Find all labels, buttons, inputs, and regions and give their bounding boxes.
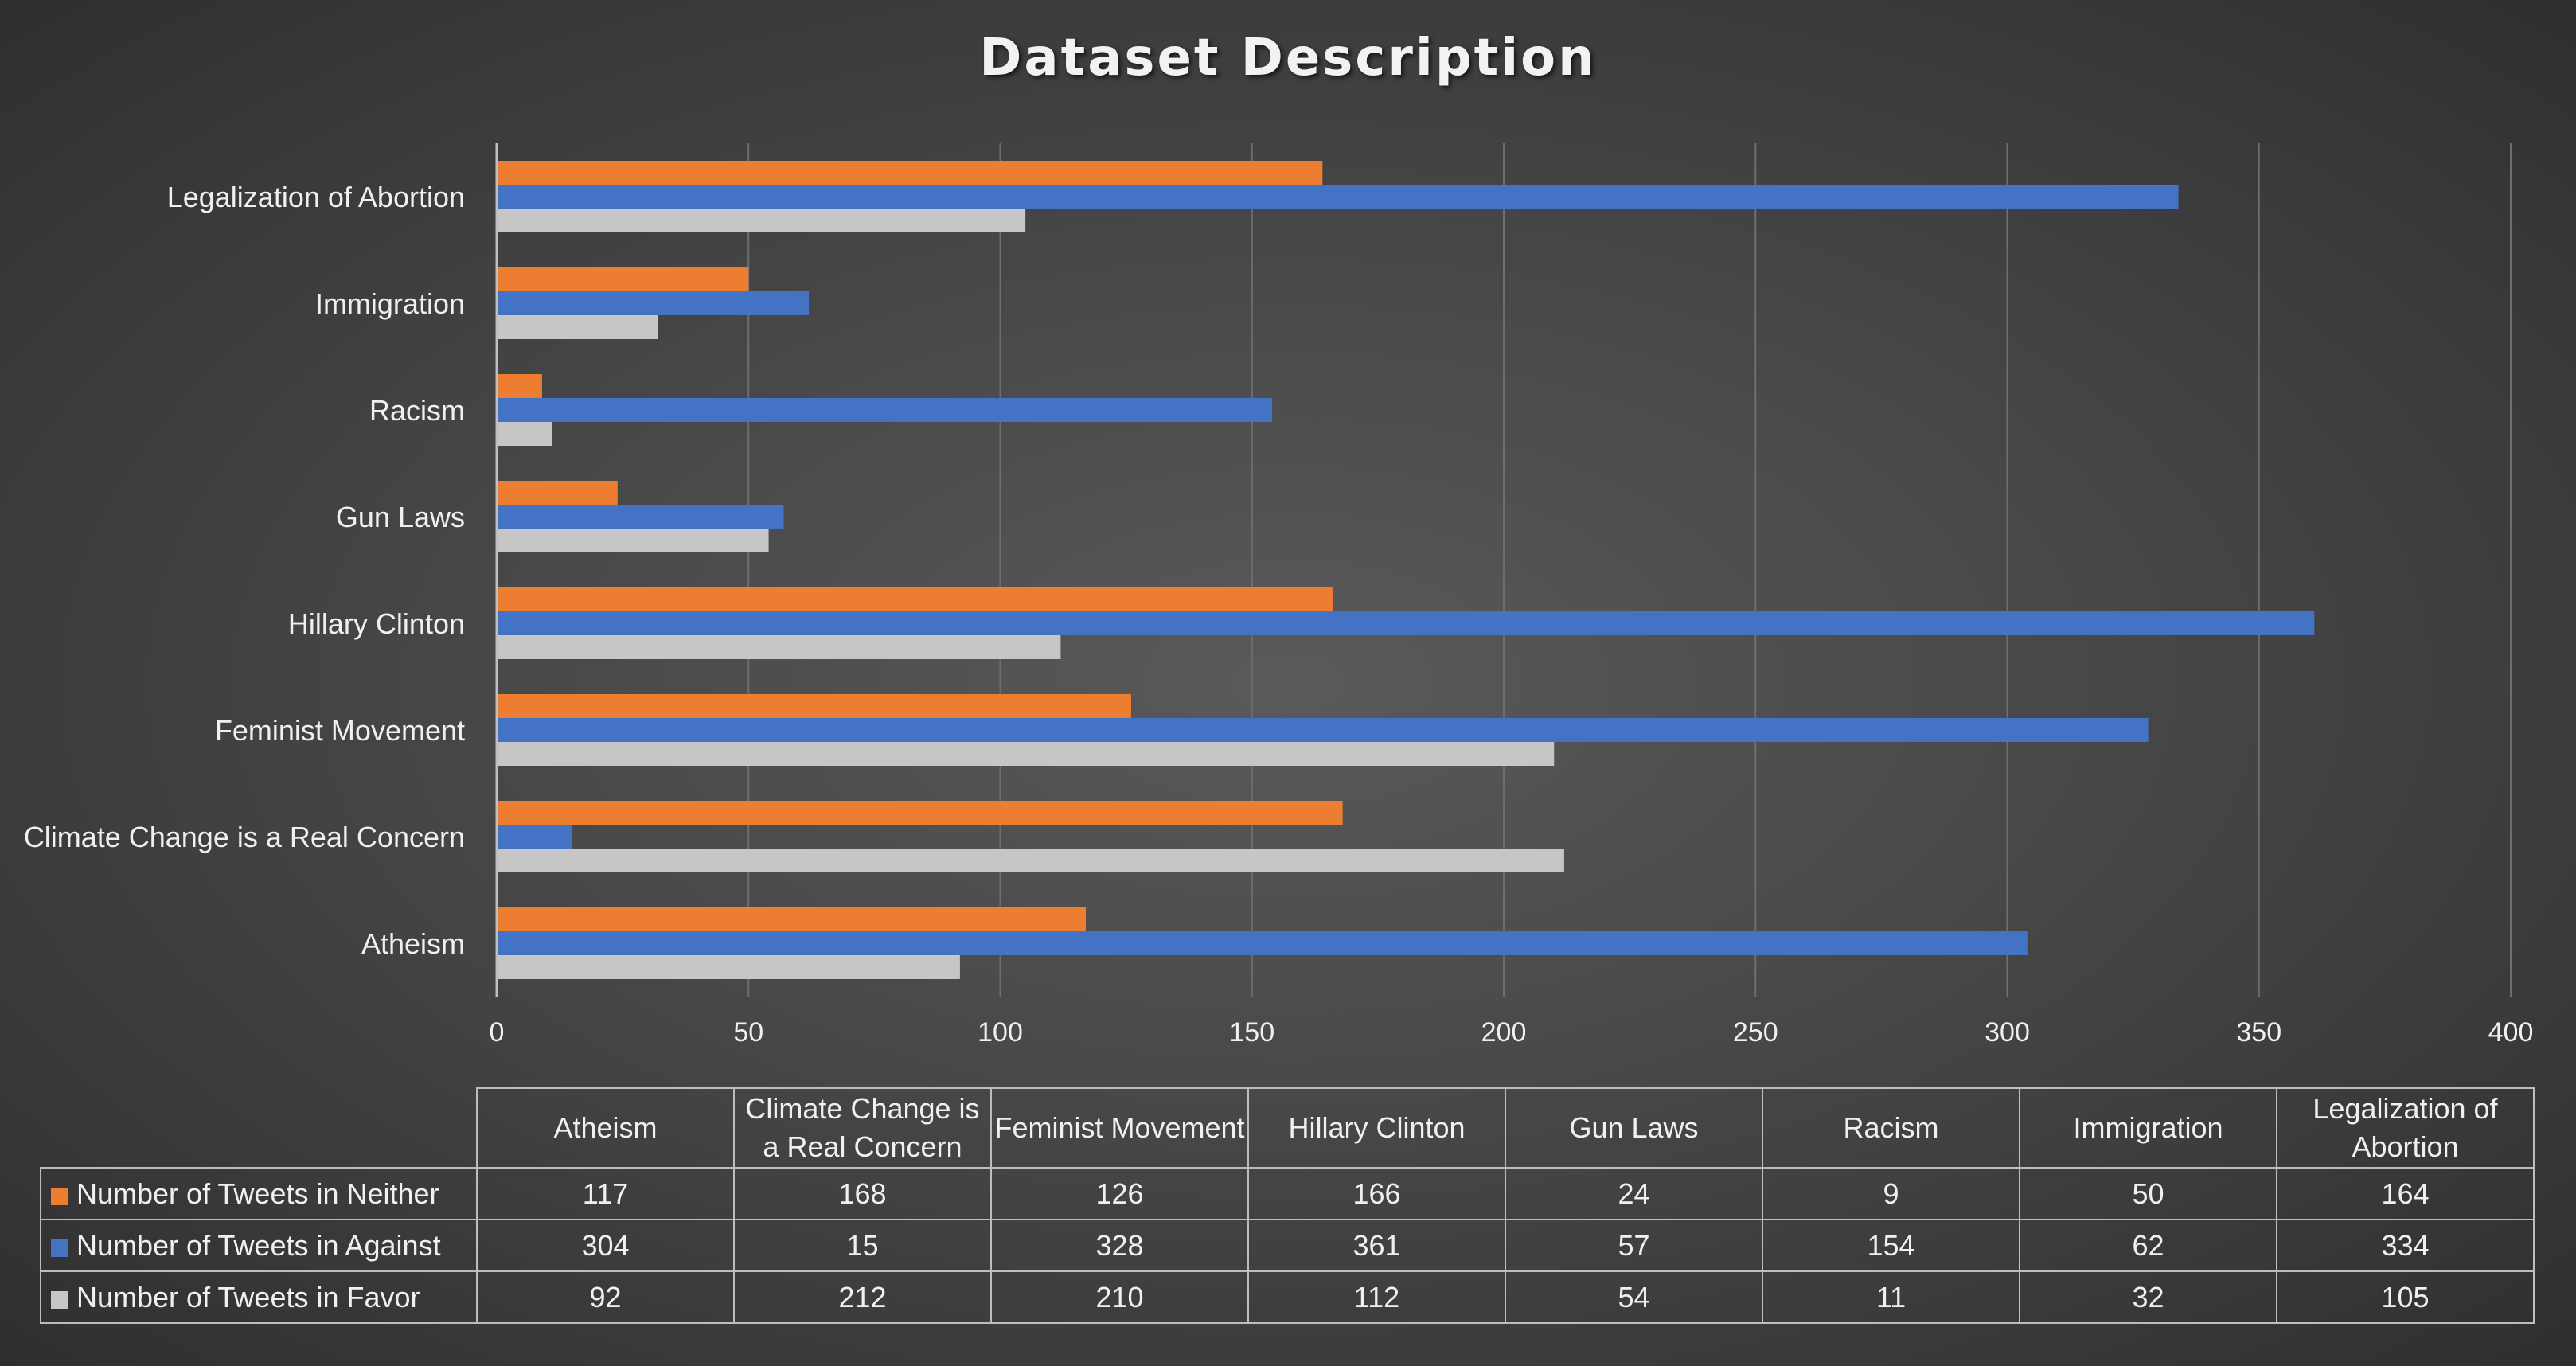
- bar: [498, 907, 1087, 931]
- bar: [498, 694, 1131, 718]
- legend-entry-against: Number of Tweets in Against: [40, 1219, 478, 1272]
- table-cell: 15: [733, 1219, 992, 1272]
- x-tick-label: 250: [1733, 1017, 1778, 1048]
- bar: [498, 398, 1273, 422]
- bar: [498, 825, 572, 849]
- bar: [498, 291, 810, 315]
- bar: [498, 635, 1061, 659]
- table-header-cell: Racism: [1762, 1087, 2020, 1169]
- bar: [498, 742, 1555, 766]
- bar: [498, 481, 618, 505]
- table-header-cell: Feminist Movement: [990, 1087, 1249, 1169]
- table-cell: 328: [990, 1219, 1249, 1272]
- bar: [498, 718, 2149, 742]
- legend-swatch: [51, 1187, 68, 1205]
- table-header-cell: Immigration: [2019, 1087, 2277, 1169]
- legend-label: Number of Tweets in Against: [76, 1228, 441, 1262]
- table-cell: 212: [733, 1270, 992, 1324]
- category-label: Racism: [369, 394, 465, 427]
- table-cell: 210: [990, 1270, 1249, 1324]
- legend-swatch: [51, 1290, 68, 1309]
- table-cell: 54: [1505, 1270, 1763, 1324]
- x-tick-label: 50: [733, 1017, 763, 1048]
- legend-swatch: [51, 1239, 68, 1257]
- bar: [498, 422, 552, 446]
- table-cell: 168: [733, 1167, 992, 1220]
- bar: [498, 611, 2315, 635]
- table-cell: 334: [2276, 1219, 2535, 1272]
- table-cell: 24: [1505, 1167, 1763, 1220]
- x-tick-label: 200: [1481, 1017, 1527, 1048]
- table-cell: 32: [2019, 1270, 2277, 1324]
- category-label: Immigration: [315, 287, 465, 320]
- table-cell: 92: [476, 1270, 735, 1324]
- category-label: Hillary Clinton: [288, 607, 465, 640]
- bar: [498, 374, 542, 398]
- table-header-row: Atheism Climate Change is a Real Concern…: [41, 1087, 2535, 1169]
- bar: [498, 185, 2179, 209]
- table-header-cell: Legalization of Abortion: [2276, 1087, 2535, 1169]
- table-cell: 117: [476, 1167, 735, 1220]
- table-row: Number of Tweets in Against 304 15 328 3…: [40, 1219, 2535, 1272]
- bar: [498, 931, 2028, 955]
- table-row: Number of Tweets in Favor 92 212 210 112…: [40, 1270, 2535, 1324]
- table-cell: 105: [2276, 1270, 2535, 1324]
- category-label: Gun Laws: [336, 501, 465, 533]
- table-cell: 57: [1505, 1219, 1763, 1272]
- table-header-cell: Climate Change is a Real Concern: [733, 1087, 992, 1169]
- table-header-cell: Gun Laws: [1505, 1087, 1763, 1169]
- bar: [498, 315, 658, 339]
- bar: [498, 587, 1333, 611]
- bar: [498, 161, 1323, 185]
- category-label: Feminist Movement: [215, 714, 465, 747]
- x-tick-label: 350: [2236, 1017, 2281, 1048]
- table-row: Number of Tweets in Neither 117 168 126 …: [40, 1167, 2535, 1220]
- table-header-cell: Atheism: [476, 1087, 735, 1169]
- table-cell: 9: [1762, 1167, 2020, 1220]
- gridlines: [495, 143, 2512, 997]
- bar: [498, 209, 1026, 232]
- bars: [498, 161, 2315, 979]
- bar: [498, 849, 1564, 872]
- table-cell: 166: [1247, 1167, 1506, 1220]
- bar: [498, 529, 769, 552]
- table-corner: [41, 1088, 478, 1169]
- table-cell: 112: [1247, 1270, 1506, 1324]
- table-header-cell: Hillary Clinton: [1247, 1087, 1506, 1169]
- x-tick-label: 300: [1985, 1017, 2030, 1048]
- table-cell: 62: [2019, 1219, 2277, 1272]
- bar: [498, 505, 784, 529]
- table-cell: 164: [2276, 1167, 2535, 1220]
- legend-entry-neither: Number of Tweets in Neither: [40, 1167, 478, 1220]
- table-cell: 50: [2019, 1167, 2277, 1220]
- table-cell: 361: [1247, 1219, 1506, 1272]
- bar-chart-plot: Atheism Climate Change is a Real Concern F…: [24, 143, 2534, 1048]
- category-label: Climate Change is a Real Concern: [24, 821, 465, 853]
- table-cell: 304: [476, 1219, 735, 1272]
- x-tick-label: 0: [490, 1017, 505, 1048]
- bar: [498, 801, 1343, 825]
- category-label: Atheism: [361, 927, 465, 960]
- bar: [498, 955, 960, 979]
- table-cell: 126: [990, 1167, 1249, 1220]
- table-cell: 11: [1762, 1270, 2020, 1324]
- legend-label: Number of Tweets in Neither: [76, 1177, 439, 1210]
- x-tick-label: 100: [978, 1017, 1023, 1048]
- category-labels: Atheism Climate Change is a Real Concern F…: [24, 181, 465, 960]
- data-table: Atheism Climate Change is a Real Concern…: [40, 1087, 2535, 1324]
- table-cell: 154: [1762, 1219, 2020, 1272]
- bar: [498, 267, 749, 291]
- chart-title: Dataset Description: [979, 29, 1597, 88]
- legend-label: Number of Tweets in Favor: [76, 1280, 420, 1313]
- x-tick-label: 400: [2488, 1017, 2534, 1048]
- x-axis-ticks: 0 50 100 150 200 250 300 350 400: [490, 1017, 2534, 1048]
- category-label: Legalization of Abortion: [167, 181, 465, 213]
- legend-entry-favor: Number of Tweets in Favor: [40, 1270, 478, 1324]
- x-tick-label: 150: [1229, 1017, 1274, 1048]
